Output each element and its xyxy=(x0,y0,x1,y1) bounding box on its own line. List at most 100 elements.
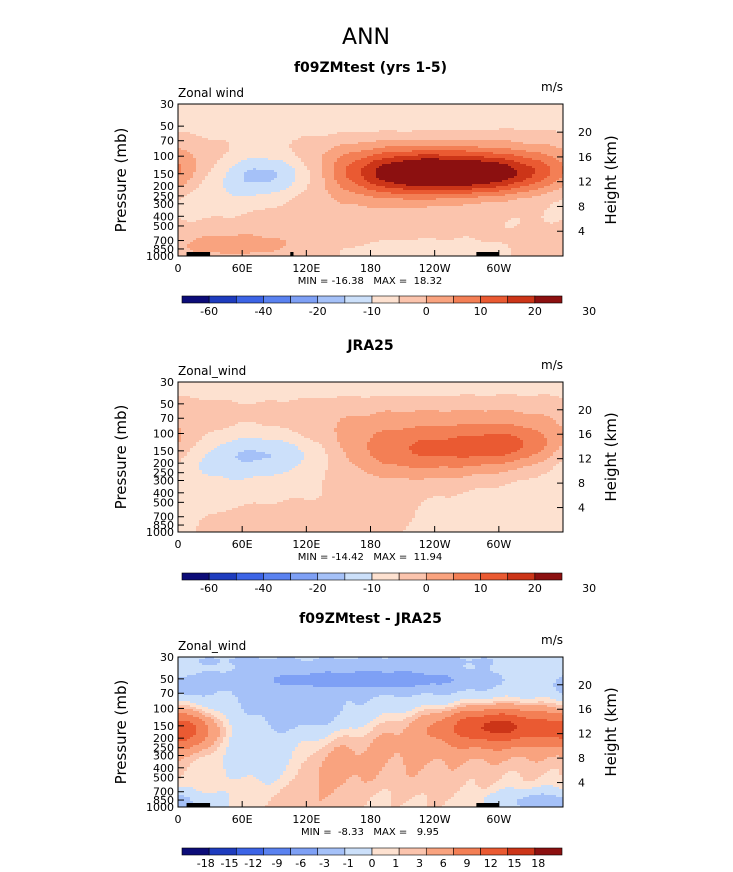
x-tick-label: 120E xyxy=(292,262,320,275)
colorbar-label: -10 xyxy=(363,582,381,595)
y-axis-title-2: Pressure (mb) xyxy=(112,405,130,510)
x-tick-label: 60W xyxy=(486,262,511,275)
variable-label-2: Zonal_wind xyxy=(178,364,246,378)
height-tick-label: 16 xyxy=(578,703,592,716)
colorbar-label: -12 xyxy=(244,857,262,870)
x-tick-label: 0 xyxy=(175,262,182,275)
colorbar-label: 3 xyxy=(416,857,423,870)
pressure-tick-label: 300 xyxy=(153,198,174,211)
colorbar-2: -60 -40 -20 -10 0 10 20 30 xyxy=(182,573,596,595)
colorbar-swatch xyxy=(399,848,426,855)
colorbar-swatch xyxy=(535,573,562,580)
pressure-tick-label: 50 xyxy=(160,120,174,133)
colorbar-swatch xyxy=(345,573,372,580)
colorbar-swatch xyxy=(236,296,263,303)
colorbar-label: -60 xyxy=(200,305,218,318)
colorbar-swatch xyxy=(481,573,508,580)
colorbar-swatch xyxy=(318,573,345,580)
colorbar-label: 0 xyxy=(369,857,376,870)
min-max-readout-1: MIN = -16.38 MAX = 18.32 xyxy=(298,276,442,287)
colorbar-label: -15 xyxy=(221,857,239,870)
pressure-tick-label: 70 xyxy=(160,135,174,148)
pressure-tick-label: 150 xyxy=(153,720,174,733)
colorbar-swatch xyxy=(209,848,236,855)
x-tick-label: 180 xyxy=(360,813,381,826)
x-tick-label: 60E xyxy=(232,813,253,826)
x-tick-label: 60W xyxy=(486,813,511,826)
colorbar-swatch xyxy=(209,573,236,580)
x-tick-label: 0 xyxy=(175,538,182,551)
pressure-tick-label: 70 xyxy=(160,687,174,700)
x-tick-label: 60W xyxy=(486,538,511,551)
colorbar-label: 9 xyxy=(464,857,471,870)
y-axis-title-3: Pressure (mb) xyxy=(112,680,130,785)
height-tick-label: 20 xyxy=(578,404,592,417)
panel-title-2: JRA25 xyxy=(346,338,393,354)
colorbar-swatch xyxy=(426,848,453,855)
colorbar-label: -10 xyxy=(363,305,381,318)
pressure-tick-label: 300 xyxy=(153,474,174,487)
pressure-tick-label: 30 xyxy=(160,651,174,664)
colorbar-swatch xyxy=(453,573,480,580)
x-tick-label: 120W xyxy=(419,262,451,275)
colorbar-label: 10 xyxy=(474,582,488,595)
colorbar-swatch xyxy=(372,848,399,855)
x-tick-label: 60E xyxy=(232,538,253,551)
colorbar-label: -20 xyxy=(309,582,327,595)
colorbar-3: -18 -15 -12 -9 -6 -3 -1 0 1 3 6 9 12 15 18 xyxy=(182,848,562,870)
y-axis-right-title-1: Height (km) xyxy=(602,135,620,224)
heatmap-field-3 xyxy=(178,657,563,807)
colorbar-swatch xyxy=(318,848,345,855)
pressure-tick-label: 150 xyxy=(153,168,174,181)
pressure-tick-label: 1000 xyxy=(146,250,174,263)
height-tick-label: 4 xyxy=(578,777,585,790)
colorbar-swatch xyxy=(535,296,562,303)
min-max-readout-3: MIN = -8.33 MAX = 9.95 xyxy=(301,827,439,838)
colorbar-swatch xyxy=(372,296,399,303)
x-tick-label: 0 xyxy=(175,813,182,826)
colorbar-swatch xyxy=(508,573,535,580)
colorbar-swatch xyxy=(291,573,318,580)
colorbar-1: -60 -40 -20 -10 0 10 20 30 xyxy=(182,296,596,318)
colorbar-swatch xyxy=(291,848,318,855)
colorbar-swatch xyxy=(263,573,290,580)
height-tick-label: 20 xyxy=(578,126,592,139)
terrain-mask xyxy=(290,252,293,256)
height-tick-label: 8 xyxy=(578,477,585,490)
y-axis-right-title-3: Height (km) xyxy=(602,687,620,776)
height-tick-label: 4 xyxy=(578,502,585,515)
panel-title-3: f09ZMtest - JRA25 xyxy=(299,611,442,627)
terrain-mask xyxy=(476,803,498,807)
pressure-tick-label: 500 xyxy=(153,496,174,509)
colorbar-label: 10 xyxy=(474,305,488,318)
colorbar-label: -20 xyxy=(309,305,327,318)
height-tick-label: 20 xyxy=(578,679,592,692)
units-label-3: m/s xyxy=(541,633,563,647)
units-label-1: m/s xyxy=(541,80,563,94)
terrain-mask xyxy=(476,252,498,256)
colorbar-label: 12 xyxy=(484,857,498,870)
colorbar-label: -1 xyxy=(343,857,354,870)
pressure-tick-label: 50 xyxy=(160,673,174,686)
pressure-tick-label: 100 xyxy=(153,703,174,716)
colorbar-label: -6 xyxy=(295,857,306,870)
colorbar-label: 1 xyxy=(392,857,399,870)
pressure-tick-label: 70 xyxy=(160,412,174,425)
colorbar-swatch xyxy=(182,848,209,855)
season-title: ANN xyxy=(342,25,390,50)
colorbar-label: -9 xyxy=(272,857,283,870)
variable-label-3: Zonal_wind xyxy=(178,639,246,653)
colorbar-swatch xyxy=(345,848,372,855)
colorbar-swatch xyxy=(535,848,562,855)
colorbar-label: 20 xyxy=(528,305,542,318)
colorbar-label: 0 xyxy=(423,305,430,318)
pressure-tick-label: 150 xyxy=(153,445,174,458)
colorbar-label: 0 xyxy=(423,582,430,595)
heatmap-field-2 xyxy=(178,382,563,532)
pressure-tick-label: 500 xyxy=(153,771,174,784)
min-max-readout-2: MIN = -14.42 MAX = 11.94 xyxy=(298,552,442,563)
height-tick-label: 12 xyxy=(578,176,592,189)
